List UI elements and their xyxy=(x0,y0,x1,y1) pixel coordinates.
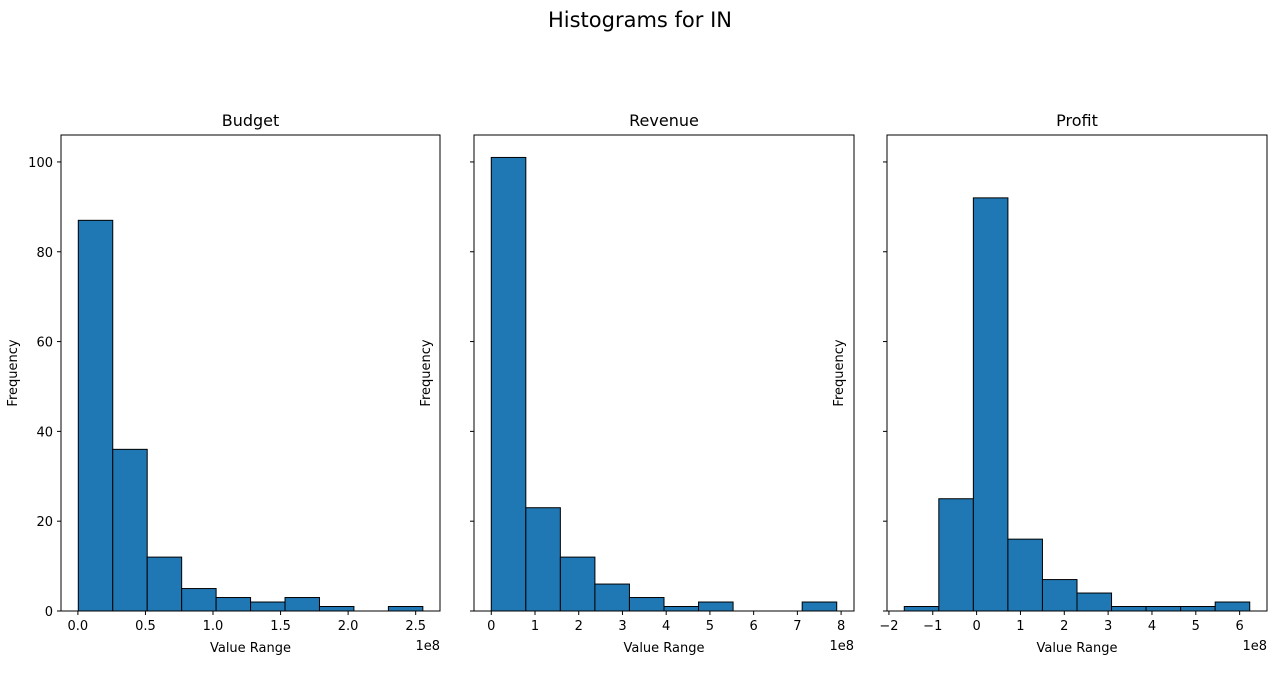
figure-title: Histograms for IN xyxy=(547,8,732,32)
histogram-bar xyxy=(1041,579,1078,612)
x-tick-label: 0.5 xyxy=(135,619,156,634)
histogram-bar xyxy=(938,498,974,612)
histogram-bar xyxy=(801,601,838,612)
subplot-title: Profit xyxy=(1056,111,1098,130)
histogram-bar xyxy=(663,606,700,612)
x-tick-label: 4 xyxy=(662,619,670,634)
histogram-bar xyxy=(387,606,424,612)
histogram-bar xyxy=(77,219,114,612)
y-tick-label: 80 xyxy=(36,246,53,261)
x-axis-label: Value Range xyxy=(210,641,291,656)
histogram-bar xyxy=(490,156,527,612)
y-tick-label: 20 xyxy=(36,515,53,530)
histogram-bar xyxy=(1145,606,1182,612)
histogram-bar xyxy=(1214,601,1251,612)
histogram-bar xyxy=(628,597,665,612)
histogram-bar xyxy=(318,606,355,612)
x-tick-label: 3 xyxy=(618,619,626,634)
x-tick-label: 3 xyxy=(1104,619,1112,634)
histogram-bar xyxy=(594,583,630,612)
x-offset-label: 1e8 xyxy=(829,639,854,654)
y-tick-label: 40 xyxy=(36,425,53,440)
x-offset-label: 1e8 xyxy=(415,639,440,654)
x-axis-label: Value Range xyxy=(623,641,704,656)
x-tick-label: 2 xyxy=(1060,619,1068,634)
y-tick-label: 0 xyxy=(45,605,53,620)
x-tick-label: 5 xyxy=(706,619,714,634)
histogram-bar xyxy=(1111,606,1147,612)
x-tick-label: 7 xyxy=(793,619,801,634)
y-tick-label: 60 xyxy=(36,336,53,351)
x-tick-label: 1.0 xyxy=(203,619,224,634)
histogram-bar xyxy=(1180,606,1216,612)
x-tick-label: −2 xyxy=(879,619,898,634)
histogram-bar xyxy=(181,588,217,612)
histogram-bar xyxy=(559,556,596,612)
x-tick-label: 5 xyxy=(1192,619,1200,634)
histogram-bar xyxy=(698,601,734,612)
histogram-bar xyxy=(972,197,1009,612)
histogram-bar xyxy=(1007,538,1043,612)
y-tick-label: 100 xyxy=(28,156,53,171)
histogram-bar xyxy=(1076,592,1113,612)
x-tick-label: 2.0 xyxy=(338,619,359,634)
axes-frame xyxy=(886,134,1268,612)
y-axis-label: Frequency xyxy=(832,339,847,406)
x-offset-label: 1e8 xyxy=(1242,639,1267,654)
histogram-bar xyxy=(903,606,940,612)
x-tick-label: 1 xyxy=(531,619,539,634)
histogram-bar xyxy=(525,507,561,612)
x-tick-label: −1 xyxy=(923,619,942,634)
histogram-bar xyxy=(112,448,148,612)
histogram-bar xyxy=(250,601,286,612)
x-tick-label: 1.5 xyxy=(270,619,291,634)
x-tick-label: 2 xyxy=(575,619,583,634)
axes-frame xyxy=(60,134,441,612)
x-tick-label: 2.5 xyxy=(405,619,426,634)
subplot-title: Revenue xyxy=(629,111,699,130)
x-tick-label: 1 xyxy=(1016,619,1024,634)
y-axis-label: Frequency xyxy=(419,339,434,406)
subplot-title: Budget xyxy=(222,111,280,130)
histogram-bar xyxy=(215,597,252,612)
x-tick-label: 6 xyxy=(750,619,758,634)
axes-frame xyxy=(473,134,855,612)
x-axis-label: Value Range xyxy=(1036,641,1117,656)
histogram-bar xyxy=(146,556,183,612)
x-tick-label: 8 xyxy=(837,619,845,634)
x-tick-label: 0 xyxy=(972,619,980,634)
y-axis-label: Frequency xyxy=(6,339,21,406)
x-tick-label: 0.0 xyxy=(68,619,89,634)
x-tick-label: 4 xyxy=(1148,619,1156,634)
x-tick-label: 0 xyxy=(487,619,495,634)
histogram-bar xyxy=(284,597,320,612)
x-tick-label: 6 xyxy=(1236,619,1244,634)
